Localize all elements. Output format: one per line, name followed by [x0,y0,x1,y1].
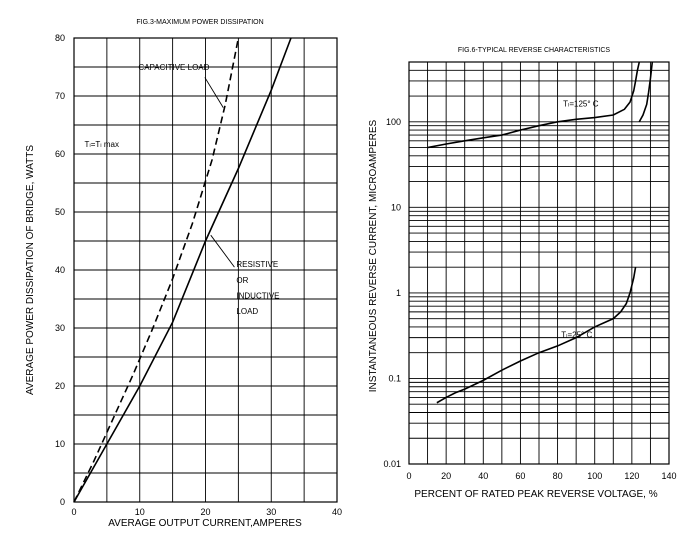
fig3-x-tick-label: 0 [71,507,76,517]
fig6-annotation: Tₗ=25° C [561,331,592,340]
fig6-plot-frame [408,61,670,465]
fig3-y-tick-label: 70 [55,91,65,101]
fig3-series [73,37,292,503]
fig6-y-tick-label: 100 [386,117,401,127]
fig6-x-tick-label: 20 [441,471,451,481]
fig6-y-tick-label: 0.1 [388,373,401,383]
fig3-y-tick-label: 60 [55,149,65,159]
fig3-annotation: OR [236,276,248,285]
fig3-annotation: CAPACITIVE LOAD [138,63,209,72]
fig3-y-tick-label: 20 [55,381,65,391]
fig3-annotation: INDUCTIVE [236,291,279,300]
fig6-series-line-2 [638,61,654,123]
fig6-annotation: Tₗ=125° C [563,100,599,109]
fig3-series-line-1 [73,37,292,503]
fig3-x-tick-label: 10 [135,507,145,517]
fig6-series-line-0 [427,61,641,149]
fig3-y-tick-label: 10 [55,439,65,449]
fig6-y-axis-label: INSTANTANEOUS REVERSE CURRENT, MICROAMPE… [368,119,379,392]
fig6-y-tick-label: 0.01 [383,459,401,469]
fig3-series-line-0 [73,37,240,503]
fig3-annotations: CAPACITIVE LOAD Tₗ=Tₗ max RESISTIVE OR INDUC… [85,63,280,316]
fig3-annotation: RESISTIVE [236,260,278,269]
fig6-x-tick-label: 40 [478,471,488,481]
fig3-y-tick-label: 50 [55,207,65,217]
fig6-series [427,61,654,404]
fig3-x-axis-label: AVERAGE OUTPUT CURRENT,AMPERES [108,518,302,529]
fig3-plot-frame [73,37,338,503]
fig3-leader-resistive [210,234,235,268]
fig6-x-ticks: 0 20 40 60 80 100 120 140 [406,471,676,481]
fig3-annotation: LOAD [236,307,258,316]
fig6-grid [408,61,670,465]
fig6-x-tick-label: 80 [553,471,563,481]
fig6-x-tick-label: 100 [587,471,602,481]
fig3-annotation: Tₗ=Tₗ max [85,140,119,149]
fig6-series-line-1 [436,267,637,404]
fig3-y-ticks: 0 10 20 30 40 50 60 70 80 [55,33,65,507]
fig3-leader-capacitive [204,77,224,108]
fig6-x-axis-label: PERCENT OF RATED PEAK REVERSE VOLTAGE, % [414,489,657,500]
fig6-x-tick-label: 60 [515,471,525,481]
fig3-x-tick-label: 20 [200,507,210,517]
fig3-title: FIG.3-MAXIMUM POWER DISSIPATION [136,19,263,26]
fig3-y-tick-label: 30 [55,323,65,333]
fig3-y-tick-label: 0 [60,497,65,507]
fig3-grid [73,37,338,503]
fig6-y-tick-label: 10 [391,202,401,212]
fig3-y-tick-label: 40 [55,265,65,275]
fig6-title: FIG.6-TYPICAL REVERSE CHARACTERISTICS [458,47,611,54]
chart-fig6: FIG.6-TYPICAL REVERSE CHARACTERISTICS 0 2… [368,47,677,500]
fig6-x-tick-label: 140 [661,471,676,481]
fig3-x-tick-label: 40 [332,507,342,517]
fig6-y-tick-label: 1 [396,288,401,298]
fig6-annotations: Tₗ=125° C Tₗ=25° C [561,100,599,340]
fig3-y-axis-label: AVERAGE POWER DISSIPATION OF BRIDGE, WAT… [25,145,36,395]
fig6-y-ticks: 0.01 0.1 1 10 100 [383,117,401,469]
fig6-x-tick-label: 120 [624,471,639,481]
fig3-x-tick-label: 30 [266,507,276,517]
fig3-x-ticks: 0 10 20 30 40 [71,507,342,517]
fig6-x-tick-label: 0 [406,471,411,481]
chart-fig3: FIG.3-MAXIMUM POWER DISSIPATION 0 10 20 30 4… [25,19,342,529]
fig3-y-tick-label: 80 [55,33,65,43]
